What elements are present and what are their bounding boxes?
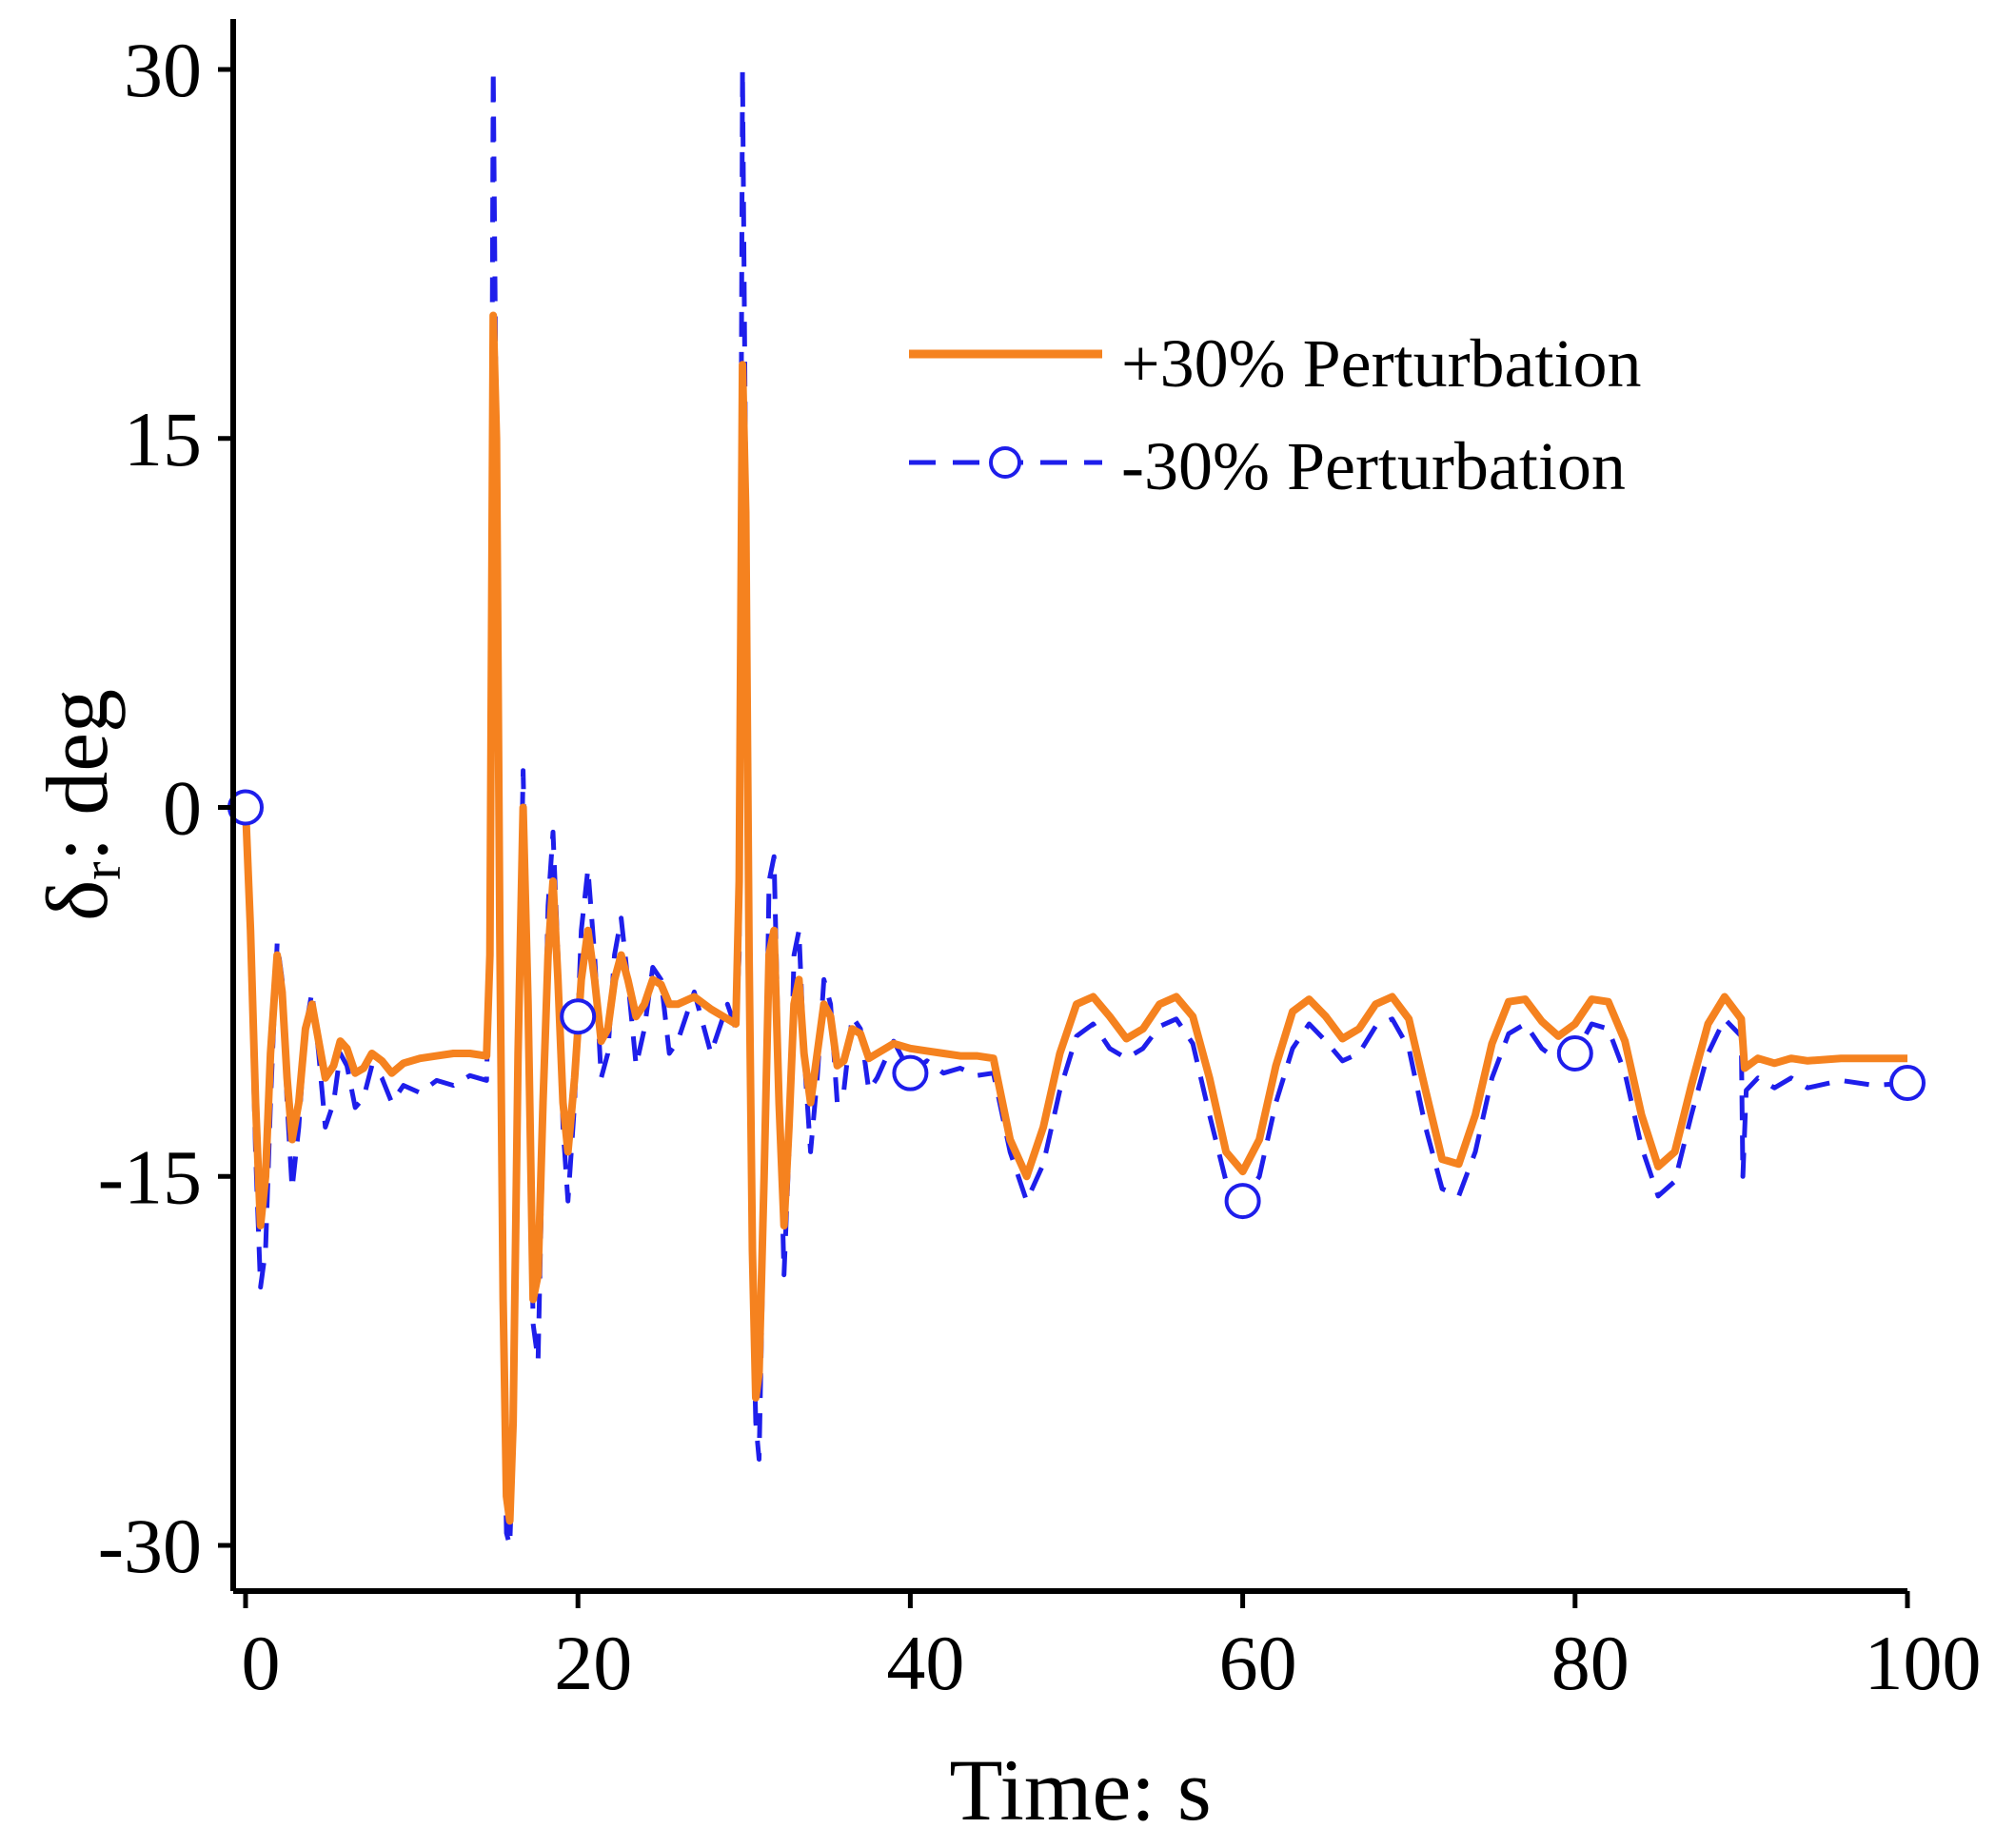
y-tick-label: -30 — [98, 1503, 202, 1589]
y-axis-title-subscript: r — [70, 861, 132, 879]
y-tick-label: 0 — [163, 765, 202, 852]
plot-lines — [242, 67, 1908, 1548]
x-axis-title: Time: s — [949, 1741, 1211, 1838]
series-marker-minus30 — [1556, 1035, 1593, 1071]
axes — [230, 19, 1907, 1594]
series-marker-minus30 — [892, 1054, 929, 1091]
legend-marker-minus30 — [989, 446, 1021, 479]
y-ticks: 30 15 0 -15 -30 — [98, 27, 233, 1589]
x-tick-label: 0 — [242, 1620, 281, 1706]
series-line-minus30 — [243, 67, 1908, 1548]
y-axis-title-unit: : deg — [29, 689, 126, 861]
y-tick-label: 15 — [124, 396, 202, 482]
legend: +30% Perturbation -30% Perturbation — [909, 325, 1642, 504]
x-tick-label: 60 — [1219, 1620, 1297, 1706]
y-axis-title: δr: deg — [29, 689, 132, 921]
y-tick-label: 30 — [124, 27, 202, 113]
x-tick-label: 100 — [1865, 1620, 1982, 1706]
series-marker-minus30 — [1224, 1183, 1261, 1220]
series-markers — [227, 789, 1926, 1220]
x-tick-label: 20 — [554, 1620, 632, 1706]
x-tick-label: 80 — [1551, 1620, 1630, 1706]
y-tick-label: -15 — [98, 1133, 202, 1220]
x-tick-label: 40 — [886, 1620, 964, 1706]
y-axis-title-symbol: δ — [29, 880, 126, 921]
series-marker-minus30 — [560, 998, 597, 1035]
legend-label-minus30: -30% Perturbation — [1121, 428, 1626, 504]
legend-label-plus30: +30% Perturbation — [1121, 325, 1642, 402]
series-marker-minus30 — [1889, 1065, 1926, 1102]
x-ticks: 0 20 40 60 80 100 — [242, 1591, 1982, 1706]
series-line-plus30 — [242, 311, 1907, 1525]
